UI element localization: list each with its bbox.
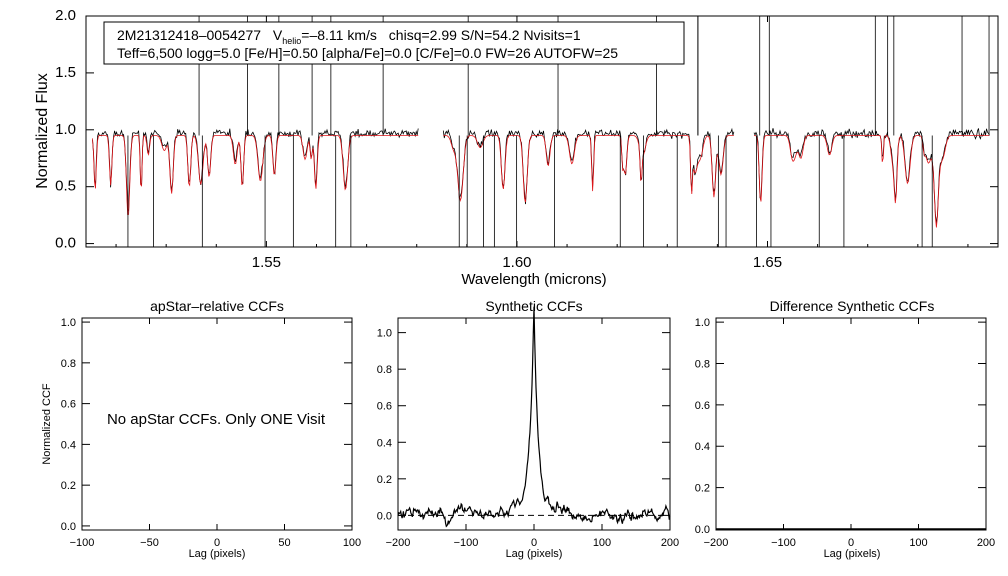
spectrum-y-axis-label: Normalized Flux xyxy=(34,73,51,189)
difference-ccf-y-tick-label: 0.0 xyxy=(695,524,710,536)
apstar-ccf-x-tick-label: 0 xyxy=(214,537,220,549)
spectrum-y-tick-label: 2.0 xyxy=(55,7,76,24)
apstar-ccf-x-axis-label: Lag (pixels) xyxy=(189,548,246,560)
synthetic-ccf-x-tick-label: 100 xyxy=(593,537,611,549)
spectrum-y-tick-label: 1.0 xyxy=(55,121,76,138)
observed-spectrum-line xyxy=(442,127,735,205)
legend-params: Teff=6,500 logg=5.0 [Fe/H]=0.50 [alpha/F… xyxy=(117,45,618,61)
difference-ccf-frame xyxy=(715,317,987,531)
spectrum-x-axis-label: Wavelength (microns) xyxy=(461,271,606,288)
model-spectrum-line xyxy=(754,135,990,228)
difference-ccf-panel: Difference Synthetic CCFs −200 −100 0 100 20… xyxy=(695,298,995,560)
difference-ccf-y-tick-label: 0.6 xyxy=(695,400,710,412)
apstar-ccf-x-tick-label: 100 xyxy=(343,537,361,549)
model-spectrum-line xyxy=(92,135,419,215)
difference-ccf-x-axis-label: Lag (pixels) xyxy=(824,548,881,560)
synthetic-ccf-frame xyxy=(397,317,671,531)
apstar-ccf-y-tick-label: 0.6 xyxy=(61,399,76,411)
apstar-ccf-y-tick-label: 0.0 xyxy=(61,521,76,533)
apstar-ccf-y-tick-label: 0.4 xyxy=(61,439,76,451)
difference-ccf-x-tick-label: 200 xyxy=(977,537,995,549)
legend-vhelio-value: =–8.11 km/s xyxy=(301,27,377,43)
legend-line-1: 2M21312418–0054277 Vhelio=–8.11 km/s chi… xyxy=(117,27,581,46)
synthetic-ccf-x-tick-label: 200 xyxy=(661,537,679,549)
synthetic-ccf-y-tick-label: 0.0 xyxy=(377,510,392,522)
difference-ccf-title: Difference Synthetic CCFs xyxy=(770,298,935,314)
spectrum-y-tick-label: 0.5 xyxy=(55,178,76,195)
legend-stats: chisq=2.99 S/N=54.2 Nvisits=1 xyxy=(389,27,581,43)
apstar-ccf-x-tick-label: −100 xyxy=(70,537,95,549)
synthetic-ccf-panel: Synthetic CCFs −200 −100 0 100 200 0.0 0.2 0.4 0… xyxy=(377,298,679,560)
observed-spectrum-line xyxy=(753,128,990,224)
apstar-ccf-x-tick-label: −50 xyxy=(140,537,159,549)
synthetic-ccf-line xyxy=(397,306,671,528)
apstar-ccf-x-tick-label: 50 xyxy=(278,537,290,549)
synthetic-ccf-y-tick-label: 1.0 xyxy=(377,328,392,340)
synthetic-ccf-x-tick-label: −100 xyxy=(454,537,479,549)
spectrum-y-tick-label: 0.0 xyxy=(55,235,76,252)
spectrum-legend: 2M21312418–0054277 Vhelio=–8.11 km/s chi… xyxy=(103,21,685,65)
apstar-ccf-y-tick-label: 1.0 xyxy=(61,317,76,329)
difference-ccf-x-tick-label: 0 xyxy=(848,537,854,549)
legend-star-id: 2M21312418–0054277 xyxy=(117,27,261,43)
synthetic-ccf-x-axis-label: Lag (pixels) xyxy=(506,548,563,560)
synthetic-ccf-y-tick-label: 0.6 xyxy=(377,401,392,413)
spectrum-x-tick-label: 1.60 xyxy=(502,254,531,271)
synthetic-ccf-x-tick-label: 0 xyxy=(531,537,537,549)
spectrum-frame xyxy=(85,15,999,248)
synthetic-ccf-y-tick-label: 0.2 xyxy=(377,474,392,486)
difference-ccf-x-tick-label: −200 xyxy=(704,537,729,549)
difference-ccf-y-tick-label: 0.8 xyxy=(695,359,710,371)
spectrum-y-tick-label: 1.5 xyxy=(55,64,76,81)
synthetic-ccf-y-tick-label: 0.4 xyxy=(377,437,392,449)
spectrum-panel: 1.55 1.60 1.65 0.0 0.5 1.0 1.5 2.0 Normalized F… xyxy=(34,7,999,288)
apstar-ccf-y-tick-label: 0.2 xyxy=(61,480,76,492)
apstar-ccf-panel: apStar–relative CCFs −100 −50 0 50 100 0.0 0.2… xyxy=(41,298,361,560)
synthetic-ccf-x-tick-label: −200 xyxy=(386,537,411,549)
difference-ccf-x-tick-label: −100 xyxy=(771,537,796,549)
apstar-ccf-y-axis-label: Normalized CCF xyxy=(41,383,53,465)
spectrum-x-tick-label: 1.65 xyxy=(753,254,782,271)
synthetic-ccf-title: Synthetic CCFs xyxy=(485,298,582,314)
legend-box xyxy=(103,21,685,65)
model-spectrum-line xyxy=(443,135,734,203)
difference-ccf-y-tick-label: 0.4 xyxy=(695,441,710,453)
apstar-ccf-title: apStar–relative CCFs xyxy=(150,298,284,314)
difference-ccf-x-tick-label: 100 xyxy=(909,537,927,549)
apstar-ccf-y-tick-label: 0.8 xyxy=(61,358,76,370)
difference-ccf-y-tick-label: 1.0 xyxy=(695,317,710,329)
spectrum-x-tick-label: 1.55 xyxy=(252,254,281,271)
difference-ccf-y-tick-label: 0.2 xyxy=(695,483,710,495)
synthetic-ccf-y-tick-label: 0.8 xyxy=(377,364,392,376)
legend-vhelio-sub: helio xyxy=(282,36,301,46)
legend-vhelio-label: V xyxy=(273,27,283,43)
apstar-ccf-annotation: No apStar CCFs. Only ONE Visit xyxy=(107,411,326,428)
